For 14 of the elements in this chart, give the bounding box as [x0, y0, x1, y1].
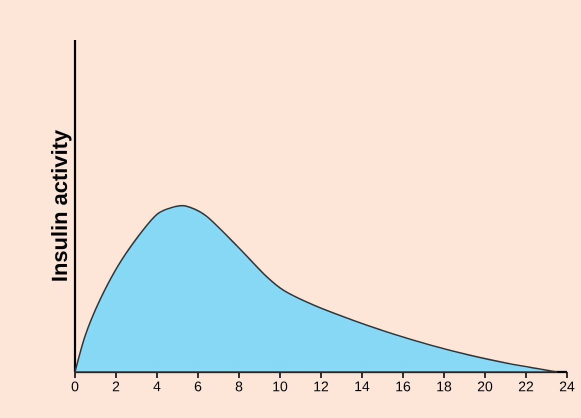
- x-tick-label: 6: [194, 381, 202, 392]
- x-tick-label: 8: [236, 381, 242, 392]
- x-tick-label: 20: [478, 381, 492, 392]
- y-axis-title: Insulin activity: [51, 130, 72, 281]
- x-tick-label: 16: [396, 381, 410, 392]
- x-tick-label: 18: [437, 381, 452, 392]
- x-tick-label: 0: [72, 381, 78, 392]
- x-tick-label: 4: [153, 382, 160, 392]
- x-tick-label: 14: [355, 382, 370, 392]
- x-tick-label: 12: [314, 381, 328, 392]
- x-tick-label: 22: [518, 381, 534, 392]
- x-tick-label: 10: [273, 381, 288, 392]
- x-tick-label: 24: [560, 381, 574, 392]
- x-tick-label: 2: [112, 381, 120, 392]
